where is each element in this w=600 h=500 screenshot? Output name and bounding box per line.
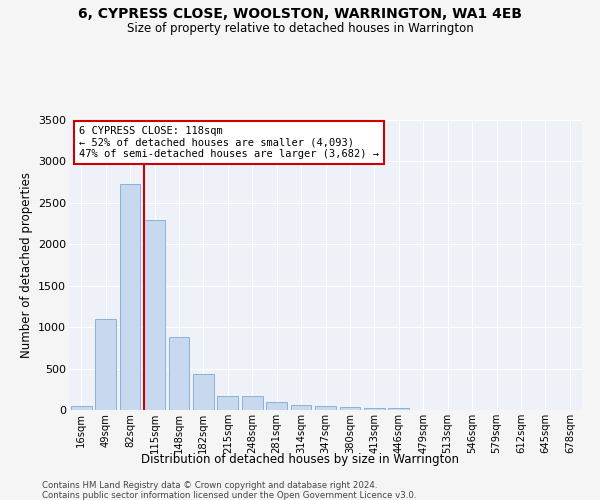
Bar [193, 374, 214, 410]
Bar [315, 406, 336, 410]
Bar [169, 337, 190, 410]
Text: Contains public sector information licensed under the Open Government Licence v3: Contains public sector information licen… [42, 491, 416, 500]
Bar [144, 220, 165, 410]
Y-axis label: Number of detached properties: Number of detached properties [20, 172, 32, 358]
Bar [242, 396, 263, 410]
Bar [217, 396, 238, 410]
Bar [290, 405, 311, 410]
Bar [119, 184, 140, 410]
Text: 6 CYPRESS CLOSE: 118sqm
← 52% of detached houses are smaller (4,093)
47% of semi: 6 CYPRESS CLOSE: 118sqm ← 52% of detache… [79, 126, 379, 159]
Bar [71, 406, 92, 410]
Text: 6, CYPRESS CLOSE, WOOLSTON, WARRINGTON, WA1 4EB: 6, CYPRESS CLOSE, WOOLSTON, WARRINGTON, … [78, 8, 522, 22]
Bar [340, 407, 361, 410]
Text: Contains HM Land Registry data © Crown copyright and database right 2024.: Contains HM Land Registry data © Crown c… [42, 481, 377, 490]
Bar [266, 402, 287, 410]
Text: Distribution of detached houses by size in Warrington: Distribution of detached houses by size … [141, 452, 459, 466]
Bar [364, 408, 385, 410]
Bar [95, 319, 116, 410]
Bar [388, 408, 409, 410]
Text: Size of property relative to detached houses in Warrington: Size of property relative to detached ho… [127, 22, 473, 35]
